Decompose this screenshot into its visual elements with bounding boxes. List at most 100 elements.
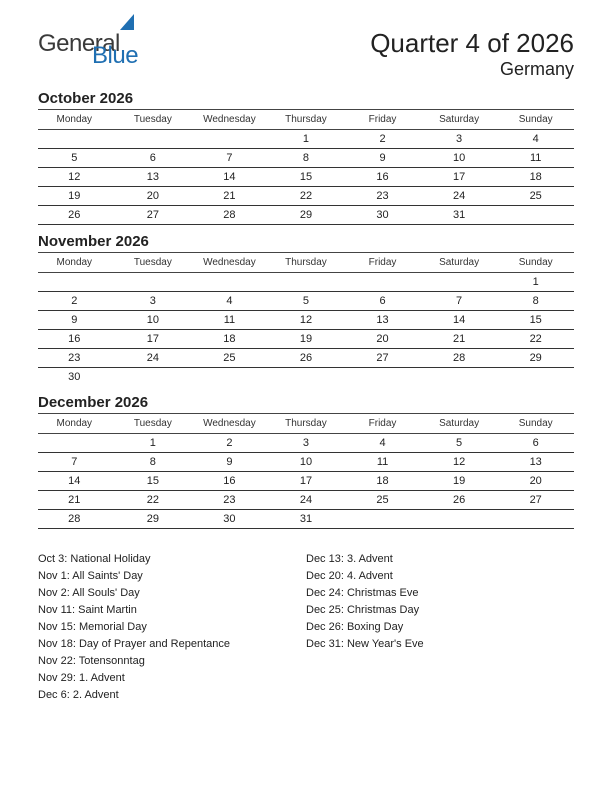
calendar-table: MondayTuesdayWednesdayThursdayFridaySatu… <box>38 252 574 386</box>
weekday-header: Saturday <box>421 110 498 130</box>
holiday-entry: Dec 24: Christmas Eve <box>306 585 574 602</box>
weekday-header: Wednesday <box>191 253 268 273</box>
calendar-cell: 17 <box>115 330 192 349</box>
calendar-cell: 26 <box>268 349 345 368</box>
calendar-cell <box>115 130 192 149</box>
calendar-cell <box>38 130 115 149</box>
calendar-cell: 3 <box>421 130 498 149</box>
calendar-cell <box>344 368 421 387</box>
calendar-cell <box>38 273 115 292</box>
calendar-cell: 8 <box>497 292 574 311</box>
weekday-header: Tuesday <box>115 110 192 130</box>
calendar-cell: 16 <box>344 168 421 187</box>
calendar-cell: 12 <box>268 311 345 330</box>
calendar-row: 123456 <box>38 434 574 453</box>
calendar-cell: 2 <box>344 130 421 149</box>
weekday-header: Friday <box>344 414 421 434</box>
weekday-header: Monday <box>38 110 115 130</box>
calendar-cell: 6 <box>115 149 192 168</box>
weekday-header: Thursday <box>268 253 345 273</box>
calendar-cell <box>115 273 192 292</box>
calendar-cell <box>191 273 268 292</box>
calendar-cell: 26 <box>38 206 115 225</box>
calendar-table: MondayTuesdayWednesdayThursdayFridaySatu… <box>38 413 574 529</box>
calendar-cell: 24 <box>421 187 498 206</box>
page-title: Quarter 4 of 2026 <box>370 28 574 59</box>
calendar-cell: 22 <box>497 330 574 349</box>
holiday-entry: Nov 15: Memorial Day <box>38 619 306 636</box>
calendar-cell <box>115 368 192 387</box>
calendar-row: 23242526272829 <box>38 349 574 368</box>
calendar-cell: 3 <box>268 434 345 453</box>
calendar-cell: 13 <box>344 311 421 330</box>
holiday-entry: Nov 2: All Souls' Day <box>38 585 306 602</box>
calendar-cell <box>497 368 574 387</box>
holiday-entry: Dec 20: 4. Advent <box>306 568 574 585</box>
calendar-row: 21222324252627 <box>38 491 574 510</box>
weekday-header: Saturday <box>421 253 498 273</box>
calendar-row: 30 <box>38 368 574 387</box>
calendar-cell <box>497 510 574 529</box>
calendar-cell: 28 <box>38 510 115 529</box>
calendar-cell: 16 <box>191 472 268 491</box>
calendar-cell: 10 <box>268 453 345 472</box>
holiday-entry: Nov 22: Totensonntag <box>38 653 306 670</box>
calendar-cell: 24 <box>268 491 345 510</box>
month-title: December 2026 <box>38 394 574 411</box>
holiday-entry: Nov 11: Saint Martin <box>38 602 306 619</box>
weekday-header: Monday <box>38 414 115 434</box>
weekday-header: Sunday <box>497 110 574 130</box>
calendar-cell: 21 <box>191 187 268 206</box>
calendar-row: 12131415161718 <box>38 168 574 187</box>
calendar-row: 19202122232425 <box>38 187 574 206</box>
calendar-cell: 20 <box>115 187 192 206</box>
calendar-row: 1234 <box>38 130 574 149</box>
month-block: October 2026MondayTuesdayWednesdayThursd… <box>38 90 574 225</box>
calendar-cell: 6 <box>497 434 574 453</box>
calendar-cell: 23 <box>38 349 115 368</box>
calendar-cell: 17 <box>421 168 498 187</box>
logo-triangle-icon <box>120 14 134 30</box>
month-block: December 2026 MondayTuesdayWednesdayThurs… <box>38 394 574 529</box>
calendar-cell: 9 <box>344 149 421 168</box>
holiday-entry: Dec 26: Boxing Day <box>306 619 574 636</box>
calendar-cell: 29 <box>497 349 574 368</box>
calendar-cell: 25 <box>497 187 574 206</box>
weekday-header: Wednesday <box>191 414 268 434</box>
holiday-entry: Nov 18: Day of Prayer and Repentance <box>38 636 306 653</box>
calendar-cell: 2 <box>191 434 268 453</box>
calendar-cell: 30 <box>191 510 268 529</box>
holiday-column-left: Oct 3: National HolidayNov 1: All Saints… <box>38 551 306 704</box>
calendar-cell <box>344 510 421 529</box>
calendar-cell: 29 <box>115 510 192 529</box>
logo-wrap: General Blue <box>38 32 138 68</box>
calendar-cell: 18 <box>497 168 574 187</box>
calendar-cell: 12 <box>38 168 115 187</box>
holiday-entry: Dec 6: 2. Advent <box>38 687 306 704</box>
calendar-cell: 4 <box>344 434 421 453</box>
holiday-entry: Oct 3: National Holiday <box>38 551 306 568</box>
calendar-cell: 7 <box>38 453 115 472</box>
calendar-cell <box>38 434 115 453</box>
calendar-row: 28293031 <box>38 510 574 529</box>
calendar-cell: 18 <box>344 472 421 491</box>
calendar-cell <box>268 273 345 292</box>
calendar-cell: 11 <box>497 149 574 168</box>
calendar-cell <box>421 510 498 529</box>
calendar-cell <box>344 273 421 292</box>
calendar-cell: 15 <box>115 472 192 491</box>
calendar-cell: 11 <box>344 453 421 472</box>
calendar-cell: 23 <box>191 491 268 510</box>
holiday-entry: Dec 25: Christmas Day <box>306 602 574 619</box>
calendar-cell <box>268 368 345 387</box>
calendar-cell: 1 <box>497 273 574 292</box>
weekday-header: Monday <box>38 253 115 273</box>
calendar-cell <box>497 206 574 225</box>
calendar-cell: 19 <box>421 472 498 491</box>
calendar-cell: 15 <box>497 311 574 330</box>
calendar-cell: 17 <box>268 472 345 491</box>
calendar-cell: 7 <box>421 292 498 311</box>
calendar-row: 1 <box>38 273 574 292</box>
calendar-cell: 3 <box>115 292 192 311</box>
calendar-cell: 20 <box>497 472 574 491</box>
